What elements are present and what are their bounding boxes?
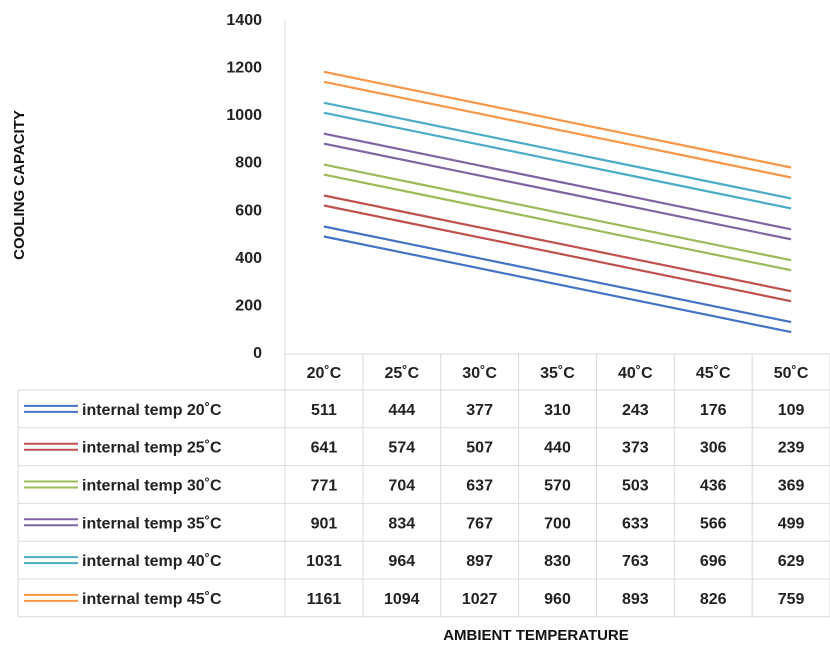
series-line: [323, 70, 792, 179]
series-line-stroke: [323, 173, 792, 272]
data-table-cell: 826: [700, 591, 727, 608]
series-line-stroke: [323, 225, 792, 324]
x-category-label: 50˚C: [774, 365, 809, 382]
data-table-cell: 1094: [384, 591, 420, 608]
data-table-cell: 373: [622, 440, 649, 457]
data-table-cell: 574: [388, 440, 415, 457]
data-table-cell: 306: [700, 440, 727, 457]
data-table-cell: 436: [700, 478, 727, 495]
series-line-stroke: [323, 101, 792, 200]
y-tick-label: 1200: [226, 60, 262, 77]
data-table-cell: 243: [622, 402, 649, 419]
data-table-cell: 310: [544, 402, 571, 419]
legend-label: internal temp 45˚C: [82, 591, 222, 608]
series-line: [323, 132, 792, 241]
x-category-label: 40˚C: [618, 365, 653, 382]
x-category-label: 25˚C: [384, 365, 419, 382]
series-line-stroke: [323, 163, 792, 262]
legend-label: internal temp 40˚C: [82, 553, 222, 570]
x-category-label: 45˚C: [696, 365, 731, 382]
data-table-cell: 566: [700, 515, 727, 532]
data-table-cell: 700: [544, 515, 571, 532]
y-tick-label: 0: [253, 345, 262, 362]
data-table-cell: 1027: [462, 591, 498, 608]
data-table-cell: 633: [622, 515, 649, 532]
data-table-cell: 377: [466, 402, 493, 419]
data-table-cell: 444: [388, 402, 415, 419]
series-line: [323, 225, 792, 334]
data-table-cell: 507: [466, 440, 493, 457]
data-table-cell: 637: [466, 478, 493, 495]
series-line-stroke: [323, 142, 792, 241]
data-table-cell: 834: [388, 515, 415, 532]
x-category-label: 30˚C: [462, 365, 497, 382]
data-table-cell: 960: [544, 591, 571, 608]
y-tick-label: 800: [235, 155, 262, 172]
y-tick-label: 1000: [226, 107, 262, 124]
data-table-cell: 503: [622, 478, 649, 495]
data-table-cell: 763: [622, 553, 649, 570]
series-line-stroke: [323, 235, 792, 334]
data-table-cell: 830: [544, 553, 571, 570]
series-line-stroke: [323, 132, 792, 231]
x-axis-title: AMBIENT TEMPERATURE: [443, 627, 629, 644]
data-table-cell: 893: [622, 591, 649, 608]
data-table-cell: 629: [778, 553, 805, 570]
data-table-cell: 704: [388, 478, 415, 495]
data-table-cell: 570: [544, 478, 571, 495]
data-table-cell: 440: [544, 440, 571, 457]
series-line: [323, 194, 792, 303]
data-table-cell: 641: [311, 440, 338, 457]
data-table-cell: 1161: [307, 591, 342, 608]
series-line: [323, 163, 792, 272]
data-table-cell: 901: [311, 515, 338, 532]
y-tick-label: 400: [235, 250, 262, 267]
x-category-label: 35˚C: [540, 365, 575, 382]
series-line-stroke: [323, 80, 792, 179]
legend-label: internal temp 30˚C: [82, 478, 222, 495]
table-grid: [17, 20, 830, 618]
data-table-cell: 499: [778, 515, 805, 532]
series-line: [323, 101, 792, 210]
data-table-cell: 897: [466, 553, 493, 570]
y-tick-label: 200: [235, 297, 262, 314]
x-category-label: 20˚C: [307, 365, 342, 382]
data-table: 20˚C 25˚C 30˚C 35˚C 40˚C 45˚C 50˚C internal tem…: [24, 365, 809, 608]
data-table-cell: 696: [700, 553, 727, 570]
data-table-cell: 109: [778, 402, 805, 419]
series-line-stroke: [323, 70, 792, 169]
data-table-cell: 767: [466, 515, 493, 532]
data-table-cell: 511: [311, 402, 337, 419]
y-axis-title: COOLING CAPACITY: [11, 110, 28, 260]
y-tick-label: 600: [235, 202, 262, 219]
data-table-cell: 759: [778, 591, 805, 608]
data-table-cell: 176: [700, 402, 727, 419]
series-lines: [323, 70, 792, 334]
data-table-cell: 369: [778, 478, 805, 495]
legend-label: internal temp 35˚C: [82, 515, 222, 532]
legend-label: internal temp 25˚C: [82, 440, 222, 457]
series-line-stroke: [323, 194, 792, 293]
series-line-stroke: [323, 204, 792, 303]
y-tick-label: 1400: [226, 12, 262, 29]
y-axis-ticks: 0 200 400 600 800 1000 1200 1400: [226, 12, 262, 362]
series-line-stroke: [323, 111, 792, 210]
legend-label: internal temp 20˚C: [82, 402, 222, 419]
data-table-cell: 1031: [306, 553, 342, 570]
data-table-cell: 964: [388, 553, 415, 570]
data-table-cell: 239: [778, 440, 805, 457]
data-table-cell: 771: [311, 478, 338, 495]
